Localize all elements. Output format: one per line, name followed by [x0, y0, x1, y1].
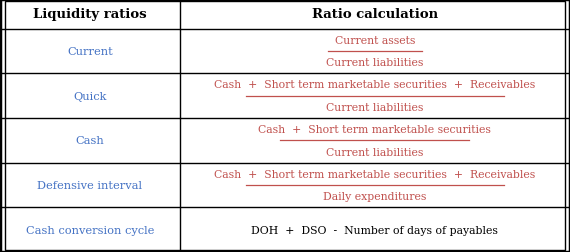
Text: Quick: Quick [73, 91, 107, 101]
Text: Current liabilities: Current liabilities [326, 103, 424, 113]
Text: DOH  +  DSO  -  Number of days of payables: DOH + DSO - Number of days of payables [251, 225, 498, 235]
Text: Daily expenditures: Daily expenditures [323, 192, 426, 202]
Text: Cash: Cash [75, 136, 104, 146]
Text: Cash conversion cycle: Cash conversion cycle [26, 225, 154, 235]
Text: Current assets: Current assets [335, 36, 415, 46]
Text: Cash  +  Short term marketable securities  +  Receivables: Cash + Short term marketable securities … [214, 169, 535, 179]
Text: Current liabilities: Current liabilities [326, 147, 424, 157]
Text: Liquidity ratios: Liquidity ratios [33, 8, 146, 21]
Text: Ratio calculation: Ratio calculation [312, 8, 438, 21]
Text: Current liabilities: Current liabilities [326, 58, 424, 68]
Text: Defensive interval: Defensive interval [37, 180, 142, 190]
Text: Current: Current [67, 47, 113, 57]
Text: Cash  +  Short term marketable securities  +  Receivables: Cash + Short term marketable securities … [214, 80, 535, 90]
Text: Cash  +  Short term marketable securities: Cash + Short term marketable securities [258, 124, 491, 135]
